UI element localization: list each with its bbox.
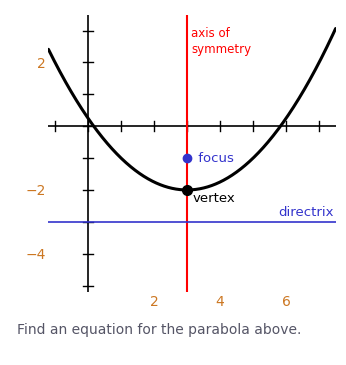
Text: axis of
symmetry: axis of symmetry <box>191 27 251 56</box>
Text: directrix: directrix <box>279 205 334 219</box>
Text: Find an equation for the parabola above.: Find an equation for the parabola above. <box>17 323 302 337</box>
Text: focus: focus <box>194 151 234 165</box>
Text: vertex: vertex <box>193 192 236 204</box>
